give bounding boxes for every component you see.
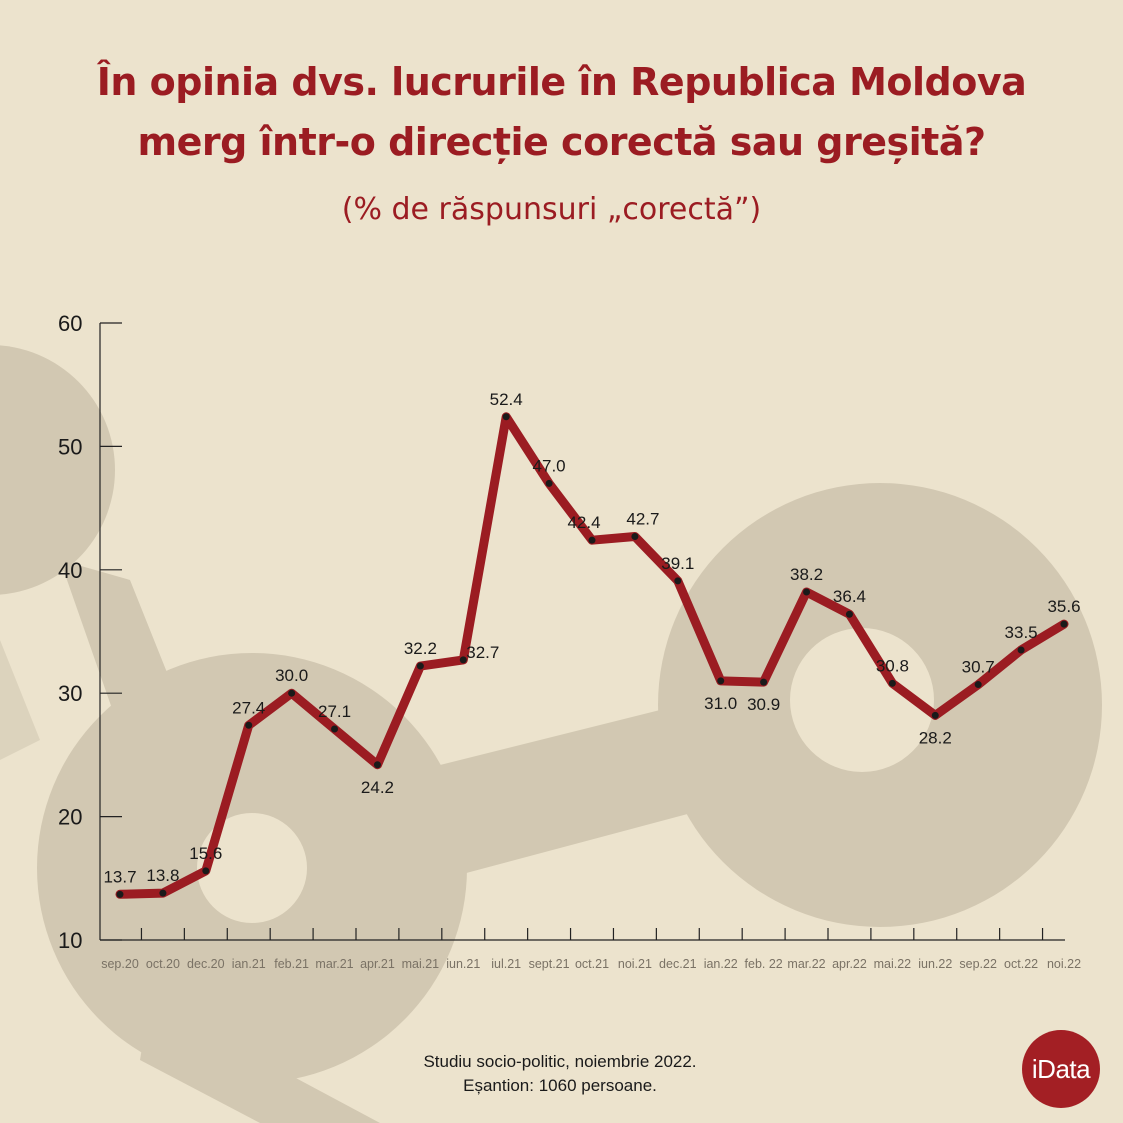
x-tick-label: iul.21	[491, 957, 521, 971]
title-line-2: merg într-o direcție corectă sau greșită…	[137, 120, 986, 164]
data-label: 33.5	[1005, 623, 1038, 642]
data-label: 30.9	[747, 695, 780, 714]
data-point	[202, 867, 210, 875]
y-tick-label: 50	[58, 434, 82, 459]
x-tick-label: mar.22	[787, 957, 825, 971]
data-point	[803, 588, 811, 596]
x-tick-label: feb. 22	[745, 957, 783, 971]
y-tick-label: 20	[58, 805, 82, 830]
x-tick-label: oct.20	[146, 957, 180, 971]
data-point	[245, 721, 253, 729]
data-point	[331, 725, 339, 733]
data-label: 13.7	[103, 867, 136, 886]
points-group	[116, 413, 1068, 898]
y-tick-label: 10	[58, 928, 82, 953]
data-label: 30.7	[962, 658, 995, 677]
data-point	[674, 577, 682, 585]
series-line	[115, 412, 1069, 899]
data-label: 39.1	[661, 554, 694, 573]
x-tick-label: mai.21	[402, 957, 440, 971]
data-point	[588, 536, 596, 544]
data-label: 32.2	[404, 639, 437, 658]
y-tick-label: 60	[58, 311, 82, 336]
title-line-1: În opinia dvs. lucrurile în Republica Mo…	[96, 60, 1027, 104]
chart-title: În opinia dvs. lucrurile în Republica Mo…	[0, 52, 1123, 172]
source-note: Studiu socio-politic, noiembrie 2022. Eș…	[300, 1050, 820, 1098]
x-tick-label: ian.22	[704, 957, 738, 971]
y-tick-label: 30	[58, 681, 82, 706]
x-tick-label: apr.22	[832, 957, 867, 971]
x-tick-label: iun.22	[918, 957, 952, 971]
data-label: 24.2	[361, 778, 394, 797]
data-point	[974, 681, 982, 689]
data-point	[116, 890, 124, 898]
data-point	[1060, 620, 1068, 628]
data-label: 15.6	[189, 844, 222, 863]
data-label: 42.7	[626, 509, 659, 528]
x-tick-label: dec.21	[659, 957, 697, 971]
data-point	[545, 479, 553, 487]
data-label: 30.0	[275, 666, 308, 685]
data-point	[459, 656, 467, 664]
series-line-group	[115, 412, 1069, 899]
data-label: 13.8	[146, 866, 179, 885]
x-tick-label: noi.21	[618, 957, 652, 971]
data-label: 31.0	[704, 694, 737, 713]
x-tick-label: mai.22	[874, 957, 912, 971]
x-tick-label: oct.22	[1004, 957, 1038, 971]
data-point	[288, 689, 296, 697]
x-tick-label: apr.21	[360, 957, 395, 971]
data-label: 35.6	[1047, 597, 1080, 616]
data-point	[931, 711, 939, 719]
data-label: 27.1	[318, 702, 351, 721]
idata-logo: iData	[1022, 1030, 1100, 1108]
data-point	[416, 662, 424, 670]
data-labels-group: 13.7 13.8 15.6 27.4 30.0 27.1 24.2 32.2 32.7 52.4…	[103, 390, 1080, 887]
data-label: 47.0	[533, 456, 566, 475]
data-point	[502, 413, 510, 421]
data-point	[888, 679, 896, 687]
data-point	[1017, 646, 1025, 654]
data-label: 30.8	[876, 656, 909, 675]
data-point	[717, 677, 725, 685]
data-label: 38.2	[790, 565, 823, 584]
x-tick-label: sept.21	[529, 957, 570, 971]
data-label: 28.2	[919, 728, 952, 747]
x-tick-label: mar.21	[315, 957, 353, 971]
x-tick-label: sep.20	[101, 957, 139, 971]
data-label: 27.4	[232, 698, 265, 717]
source-line-1: Studiu socio-politic, noiembrie 2022.	[423, 1052, 697, 1071]
data-label: 32.7	[466, 643, 499, 662]
data-point	[159, 889, 167, 897]
data-label: 36.4	[833, 587, 866, 606]
data-point	[845, 610, 853, 618]
y-tick-label: 40	[58, 558, 82, 583]
x-tick-label: noi.22	[1047, 957, 1081, 971]
x-tick-label: ian.21	[232, 957, 266, 971]
chart-subtitle: (% de răspunsuri „corectă”)	[341, 192, 762, 227]
data-point	[373, 761, 381, 769]
data-point	[760, 678, 768, 686]
x-tick-label: iun.21	[446, 957, 480, 971]
source-line-2: Eșantion: 1060 persoane.	[463, 1076, 657, 1095]
data-label: 52.4	[490, 390, 523, 409]
x-tick-label: dec.20	[187, 957, 225, 971]
x-tick-label: oct.21	[575, 957, 609, 971]
x-tick-label: feb.21	[274, 957, 309, 971]
x-tick-label: sep.22	[959, 957, 997, 971]
data-label: 42.4	[567, 513, 600, 532]
data-point	[631, 532, 639, 540]
axes: 10 20 30 40 50 60 sep.20 oct.20 dec.20 ian.21 feb.…	[58, 311, 1081, 971]
